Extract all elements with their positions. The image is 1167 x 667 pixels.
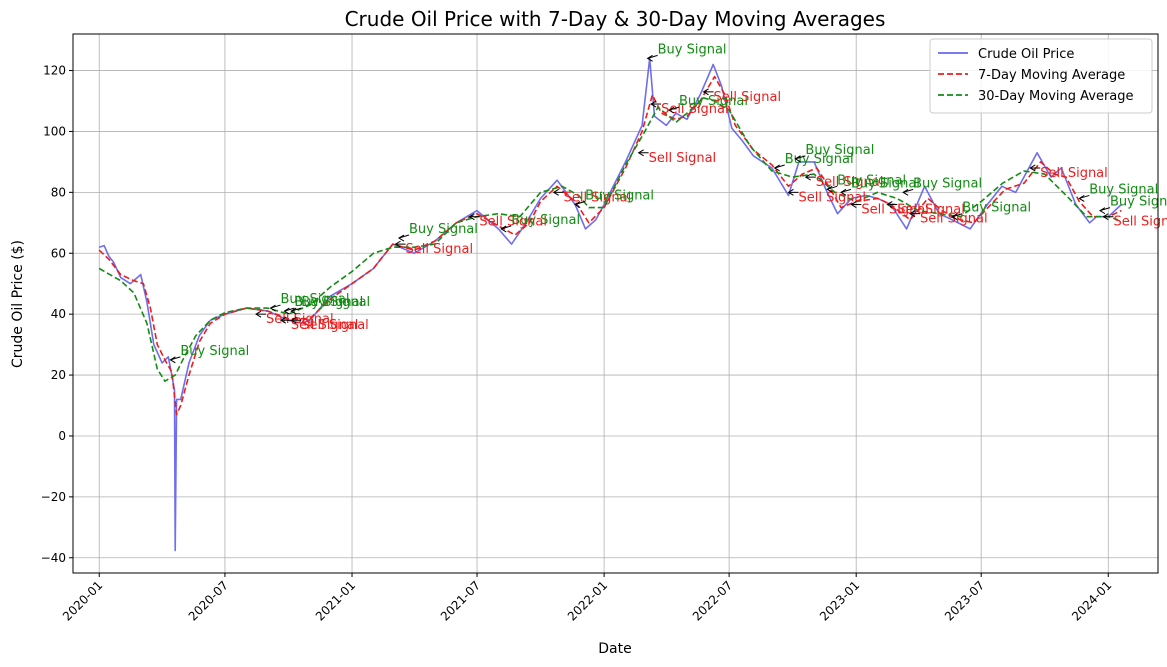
grid: [73, 34, 1158, 573]
signal-arrowhead: [552, 188, 559, 196]
signal-arrowhead: [255, 310, 262, 318]
sell-signal-label: Sell Signal: [291, 318, 359, 333]
y-axis-label: Crude Oil Price ($): [10, 240, 26, 368]
sell-signal-label: Sell Signal: [920, 212, 988, 227]
signal-arrowhead: [850, 201, 857, 208]
buy-signal-label: Buy Signal: [1089, 182, 1158, 197]
signal-arrowhead: [1099, 207, 1106, 215]
price-line: [98, 57, 1122, 552]
buy-signal-label: Buy Signal: [658, 42, 727, 57]
y-tick-label: 120: [43, 64, 66, 78]
signal-arrowhead: [1102, 213, 1109, 221]
buy-signal-label: Buy Signal: [281, 292, 350, 307]
y-tick-label: 100: [43, 124, 66, 138]
buy-signal-label: Buy Signal: [511, 213, 580, 228]
signal-arrowhead: [637, 149, 644, 157]
buy-signal-label: Buy Signal: [180, 344, 249, 359]
buy-signal-label: Buy Signal: [805, 143, 874, 158]
signal-arrowhead: [1029, 164, 1036, 172]
signal-arrowhead: [169, 356, 176, 364]
signal-arrowhead: [398, 234, 405, 242]
signal-arrowhead: [650, 100, 657, 108]
signal-arrowhead: [394, 240, 401, 248]
sell-signal-label: Sell Signal: [799, 190, 867, 205]
y-tick-label: 60: [51, 246, 66, 260]
signal-arrowhead: [773, 164, 780, 172]
chart-title: Crude Oil Price with 7-Day & 30-Day Movi…: [345, 7, 886, 31]
sell-signal-label: Sell Signal: [1113, 215, 1167, 230]
sell-signal-label: Sell Signal: [266, 312, 334, 327]
sell-signal-label: Sell Signal: [1040, 166, 1108, 181]
signal-arrowhead: [840, 188, 847, 196]
buy-signal-label: Buy Signal: [294, 295, 363, 310]
legend-box: [929, 38, 1153, 114]
buy-signal-label: Buy Signal: [962, 201, 1031, 216]
signal-arrowhead: [269, 304, 276, 312]
signal-arrowhead: [279, 316, 287, 324]
x-axis-label: Date: [598, 641, 631, 657]
signal-arrowhead: [794, 155, 801, 163]
ma30-line: [98, 97, 1119, 383]
y-tick-label: 40: [51, 307, 66, 321]
signal-arrowhead: [787, 188, 794, 196]
buy-signal-label: Buy Signal: [679, 94, 748, 109]
buy-signal-label: Buy Signal: [913, 176, 982, 191]
signal-arrowhead: [468, 213, 475, 221]
signal-arrowhead: [290, 307, 297, 315]
sell-signal-label: Sell Signal: [479, 215, 547, 230]
signal-arrowhead: [702, 88, 709, 96]
signal-arrowhead: [500, 225, 507, 233]
signal-arrowhead: [951, 213, 958, 221]
signal-arrowhead: [902, 188, 909, 196]
plot-frame: [72, 33, 1159, 574]
legend: Crude Oil Price 7-Day Moving Average 30-Da…: [929, 38, 1153, 114]
buy-signal-label: Buy Signal: [301, 295, 370, 310]
y-tick-label: 0: [58, 429, 66, 443]
sell-signal-label: Sell Signal: [564, 190, 632, 205]
signal-arrowhead: [886, 201, 893, 208]
signal-arrowhead: [804, 173, 812, 181]
signal-arrowhead: [646, 54, 653, 62]
y-tick-label: −40: [41, 551, 66, 565]
signal-arrowhead: [668, 106, 675, 114]
buy-signal-label: Buy Signal: [837, 173, 906, 188]
signal-arrowhead: [574, 201, 581, 208]
buy-signal-label: Buy Signal: [585, 189, 654, 204]
legend-entry-ma30-label: 30-Day Moving Average: [978, 89, 1134, 104]
sell-signal-label: Sell Signal: [661, 102, 729, 117]
series-layer: [98, 57, 1122, 552]
signal-arrowhead: [290, 316, 297, 324]
buy-signal-label: Buy Signal: [785, 152, 854, 167]
legend-entry-ma7-label: 7-Day Moving Average: [978, 68, 1125, 83]
y-tick-label: −20: [41, 490, 66, 504]
sell-signal-label: Sell Signal: [301, 318, 369, 333]
signal-arrowhead: [1078, 195, 1085, 202]
legend-entry-price-label: Crude Oil Price: [978, 47, 1074, 62]
signal-arrowhead: [283, 307, 290, 315]
buy-signal-label: Buy Signal: [1110, 195, 1167, 210]
sell-signal-label: Sell Signal: [816, 175, 884, 190]
y-tick-label: 20: [51, 368, 66, 382]
signal-arrowhead: [909, 210, 916, 218]
y-tick-label: 80: [51, 185, 66, 199]
sell-signal-label: Sell Signal: [406, 242, 474, 257]
sell-signal-label: Sell Signal: [649, 151, 717, 166]
sell-signal-label: Sell Signal: [714, 90, 782, 105]
signal-arrowhead: [826, 185, 833, 193]
buy-signal-label: Buy Signal: [851, 176, 920, 191]
buy-signal-label: Buy Signal: [409, 222, 478, 237]
